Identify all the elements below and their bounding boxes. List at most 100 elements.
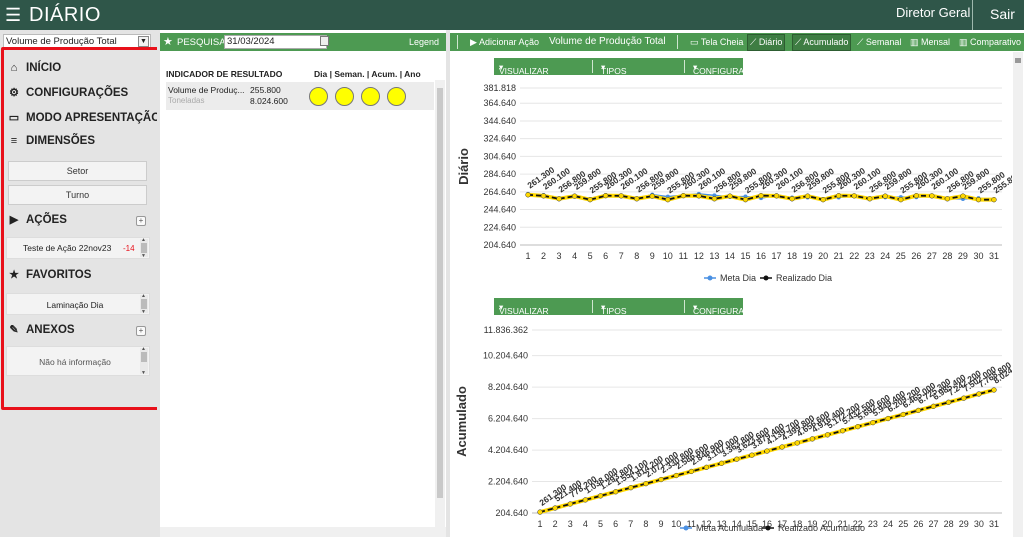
- data-point: [991, 387, 997, 393]
- star-icon: ★: [9, 269, 19, 281]
- add-action-label: Adicionar Ação: [478, 37, 539, 47]
- nav-item-favorites[interactable]: ★ FAVORITOS: [7, 268, 91, 281]
- calendar-icon[interactable]: [320, 36, 329, 46]
- attachments-list: Não há informação ▲ ▼: [6, 346, 150, 376]
- x-tick-label: 7: [628, 519, 633, 529]
- status-dot-day[interactable]: [309, 87, 328, 106]
- add-action-button[interactable]: ▶ Adicionar Ação: [470, 37, 539, 48]
- data-point: [727, 193, 733, 199]
- data-point: [571, 193, 578, 199]
- x-tick-label: 19: [803, 251, 813, 261]
- chart-config-menu[interactable]: CONFIGURAÇÕES ▾: [693, 62, 769, 76]
- nav-item-actions[interactable]: ▶ AÇÕES: [7, 213, 67, 226]
- view-values-menu[interactable]: VISUALIZAR VALORES ▾: [499, 302, 549, 326]
- vertical-scrollbar[interactable]: [1013, 52, 1023, 537]
- indicator-select[interactable]: Volume de Produção Total ▼: [3, 34, 151, 49]
- search-label: PESQUISA: [177, 37, 226, 48]
- divider: [677, 35, 678, 49]
- x-tick-label: 8: [643, 519, 648, 529]
- data-point: [597, 493, 604, 499]
- legend-marker: [763, 275, 769, 281]
- star-icon[interactable]: ★: [163, 36, 173, 48]
- data-point: [836, 193, 842, 199]
- nav-item-label: MODO APRESENTAÇÃO: [26, 112, 161, 124]
- data-point: [556, 196, 562, 202]
- x-tick-label: 9: [659, 519, 664, 529]
- data-point: [900, 411, 906, 418]
- action-item[interactable]: Teste de Ação 22nov23: [23, 243, 112, 253]
- data-point: [749, 452, 755, 458]
- vertical-scrollbar[interactable]: [435, 80, 445, 527]
- legend-label: Realizado Dia: [776, 273, 832, 283]
- view-values-menu[interactable]: VISUALIZAR VALORES ▾: [499, 62, 549, 86]
- legend-label: Meta Acumulada: [696, 523, 763, 533]
- fullscreen-button[interactable]: ▭ Tela Cheia: [690, 37, 743, 48]
- comparative-button[interactable]: ▥ Comparativo: [959, 37, 1021, 48]
- x-tick-label: 11: [687, 519, 696, 529]
- legend-link[interactable]: Legend: [409, 37, 440, 47]
- cumulative-button[interactable]: ⟋ Acumulado: [792, 34, 852, 51]
- x-tick-label: 28: [944, 519, 954, 529]
- left-sidebar: Volume de Produção Total ▼ ⌂ INÍCIO ⚙ CONF…: [0, 30, 160, 537]
- search-bar: ★ PESQUISA 31/03/2024 Legend: [160, 33, 446, 51]
- favorite-item[interactable]: Laminação Dia: [46, 300, 104, 310]
- nav-item-settings[interactable]: ⚙ CONFIGURAÇÕES: [7, 86, 128, 99]
- monthly-button[interactable]: ▥ Mensal: [910, 37, 950, 48]
- nav-item-dimensions[interactable]: ≡ DIMENSÕES: [7, 135, 95, 147]
- status-dot-accumulated[interactable]: [361, 87, 380, 106]
- weekly-button[interactable]: ⟋ Semanal: [857, 37, 901, 48]
- menu-label: TIPOS DE GRÁFICO: [601, 306, 640, 336]
- status-dot-year[interactable]: [387, 87, 406, 106]
- data-point: [643, 480, 649, 487]
- x-tick-label: 1: [525, 251, 530, 261]
- x-tick-label: 16: [762, 519, 772, 529]
- x-tick-label: 6: [603, 251, 608, 261]
- user-name[interactable]: Diretor Geral: [896, 5, 971, 20]
- menu-label: CONFIGURAÇÕES: [693, 306, 769, 316]
- scrollbar[interactable]: ▲ ▼: [140, 293, 148, 315]
- nav-item-presentation[interactable]: ▭ MODO APRESENTAÇÃO: [7, 111, 160, 124]
- data-point: [742, 197, 749, 203]
- data-point: [779, 444, 785, 450]
- x-tick-label: 17: [777, 519, 787, 529]
- actions-list: Teste de Ação 22nov23 -14 ▲ ▼: [6, 237, 150, 259]
- data-point: [688, 468, 694, 475]
- date-input[interactable]: 31/03/2024: [224, 35, 327, 49]
- chart-toolbar: ▶ Adicionar Ação Volume de Produção Tota…: [450, 33, 1024, 51]
- dimension-turno-button[interactable]: Turno: [8, 185, 147, 205]
- scrollbar[interactable]: ▲ ▼: [140, 237, 148, 259]
- data-point: [870, 419, 876, 426]
- nav-item-attachments[interactable]: ✎ ANEXOS: [7, 323, 74, 336]
- legend-label: Meta Dia: [720, 273, 756, 283]
- x-tick-label: 30: [973, 251, 983, 261]
- indicator-table-header: INDICADOR DE RESULTADO Dia | Seman. | Ac…: [166, 69, 436, 81]
- daily-button[interactable]: ⟋ Diário: [747, 34, 786, 51]
- x-tick-label: 23: [865, 251, 875, 261]
- table-row[interactable]: Volume de Produç... Toneladas 255.800 8.…: [166, 82, 434, 110]
- status-dot-week[interactable]: [335, 87, 354, 106]
- divider: [972, 0, 973, 30]
- chevron-down-icon[interactable]: ▼: [138, 36, 149, 47]
- chart-config-menu[interactable]: CONFIGURAÇÕES ▾: [693, 302, 769, 316]
- data-point: [945, 399, 952, 405]
- x-tick-label: 18: [787, 251, 797, 261]
- data-point: [634, 196, 640, 202]
- scrollbar[interactable]: ▲ ▼: [140, 346, 148, 376]
- x-tick-label: 20: [823, 519, 833, 529]
- chart-types-menu[interactable]: TIPOS DE GRÁFICO ▾: [601, 62, 640, 96]
- data-point: [898, 197, 904, 203]
- data-point: [915, 407, 921, 414]
- dimension-setor-button[interactable]: Setor: [8, 161, 147, 181]
- nav-item-home[interactable]: ⌂ INÍCIO: [7, 62, 61, 74]
- data-point: [680, 193, 686, 199]
- x-tick-label: 25: [898, 519, 908, 529]
- horizontal-scrollbar[interactable]: [160, 527, 446, 537]
- x-tick-label: 8: [634, 251, 639, 261]
- data-point: [789, 196, 795, 202]
- cumulative-label: Acumulado: [803, 37, 849, 47]
- add-attachment-icon[interactable]: +: [136, 326, 146, 336]
- chart-types-menu[interactable]: TIPOS DE GRÁFICO ▾: [601, 302, 640, 336]
- logout-link[interactable]: Sair: [990, 6, 1015, 22]
- hamburger-menu-icon[interactable]: ☰: [5, 5, 22, 25]
- add-action-icon[interactable]: +: [136, 216, 146, 226]
